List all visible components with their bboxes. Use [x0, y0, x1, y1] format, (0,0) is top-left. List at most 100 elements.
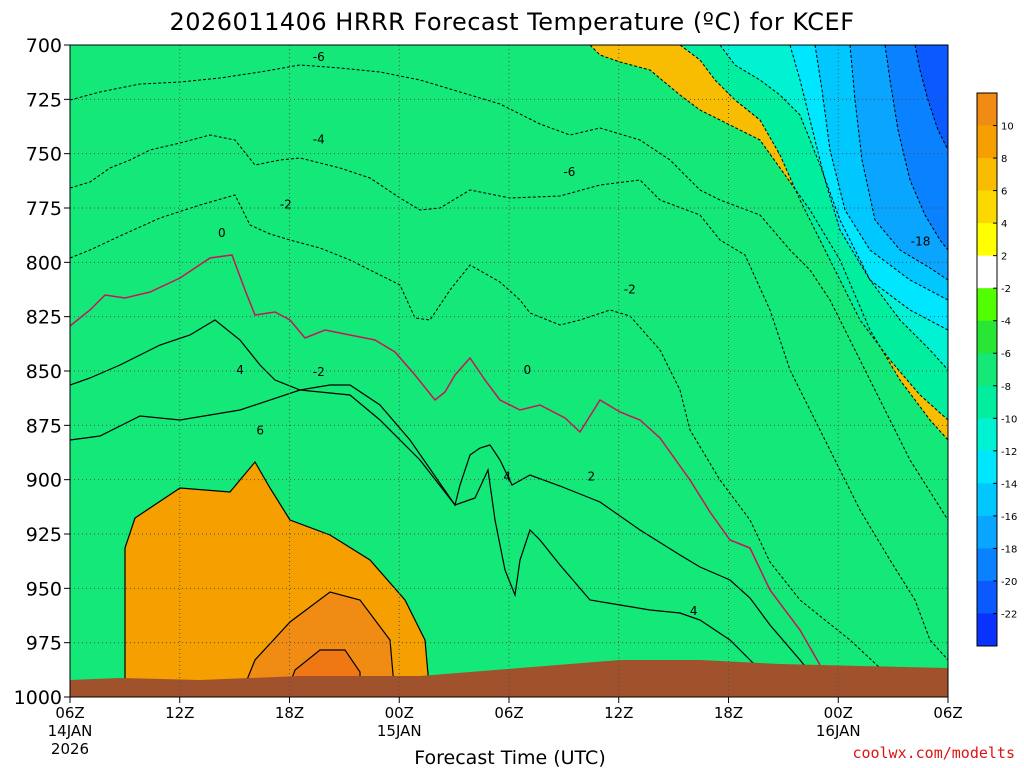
contour-minus22	[914, 45, 948, 151]
colorbar-label: -10	[1001, 414, 1017, 425]
negative-contours	[70, 45, 948, 697]
contour-label: 4	[236, 363, 244, 377]
colorbar-swatch	[977, 320, 997, 354]
contour-minus16	[814, 45, 948, 301]
x-tick-date: 14JAN	[48, 722, 93, 740]
contour-6	[124, 460, 431, 697]
fill-minus20-minus22	[915, 45, 948, 150]
colorbar-label: 6	[1001, 187, 1007, 198]
y-tick-label: 850	[26, 361, 62, 383]
contour-minus12	[719, 45, 948, 371]
plot-area	[70, 45, 948, 697]
y-tick-label: 950	[26, 578, 62, 600]
grid	[70, 45, 948, 697]
contour-label: -6	[313, 50, 325, 64]
colorbar-swatch	[977, 190, 997, 224]
colorbar-swatch	[977, 613, 997, 647]
contour-4	[70, 389, 781, 697]
colorbar-swatch	[977, 353, 997, 387]
colorbar-label: -14	[1001, 479, 1017, 490]
contour-label: -2	[313, 365, 325, 379]
x-tick-label: 18Z	[714, 704, 743, 722]
contour-minus18	[849, 45, 948, 281]
colorbar-frame	[976, 92, 998, 647]
credit-text: coolwx.com/modelts	[852, 744, 1015, 762]
contour-label: 6	[256, 424, 264, 438]
chart-title: 2026011406 HRRR Forecast Temperature (ºC…	[169, 8, 854, 36]
y-tick-label: 725	[26, 89, 62, 111]
y-tick-label: 875	[26, 415, 62, 437]
x-tick-label: 06Z	[55, 704, 84, 722]
contour-label: 0	[218, 226, 226, 240]
colorbar-label: -18	[1001, 544, 1017, 555]
colorbar-swatch	[977, 548, 997, 582]
contour-minus8	[589, 45, 948, 441]
y-tick-label: 825	[26, 307, 62, 329]
y-tick-label: 700	[26, 35, 62, 57]
contour-label: 4	[690, 604, 698, 618]
x-tick-label: 00Z	[385, 704, 414, 722]
colorbar-label: -2	[1001, 284, 1011, 295]
contour-zero	[70, 254, 821, 666]
colorbar-swatch	[977, 515, 997, 549]
y-axis: 700 725 750 775 800 825 850 875 900 925 950 975 1000	[14, 35, 70, 709]
contour-label: 0	[523, 363, 531, 377]
contour-minus6	[70, 64, 948, 521]
colorbar-swatch	[977, 125, 997, 159]
y-tick-label: 975	[26, 633, 62, 655]
colorbar-swatch	[977, 223, 997, 257]
x-tick-label: 06Z	[933, 704, 962, 722]
x-axis-title: Forecast Time (UTC)	[414, 747, 605, 768]
y-tick-label: 775	[26, 198, 62, 220]
contour-label: -4	[313, 132, 325, 146]
colorbar-label: 2	[1001, 252, 1007, 263]
x-tick-label: 06Z	[494, 704, 523, 722]
contour-minus10	[679, 45, 948, 421]
colorbar-label: 10	[1001, 122, 1014, 133]
contour-minus4	[70, 134, 948, 661]
colorbar-swatch	[977, 158, 997, 192]
contour-label: 2	[587, 469, 595, 483]
colorbar-label: -12	[1001, 447, 1017, 458]
colorbar-swatch	[977, 93, 997, 127]
y-tick-label: 900	[26, 470, 62, 492]
colorbar-label: -8	[1001, 382, 1011, 393]
colorbar-label: -6	[1001, 349, 1011, 360]
y-tick-label: 800	[26, 252, 62, 274]
colorbar-label: -4	[1001, 317, 1011, 328]
colorbar-swatch	[977, 483, 997, 517]
x-tick-label: 00Z	[824, 704, 853, 722]
contour-label: -2	[624, 282, 636, 296]
positive-contours	[70, 319, 831, 697]
colorbar-swatch	[977, 385, 997, 419]
colorbar-swatch	[977, 255, 997, 289]
x-tick-date: 16JAN	[816, 722, 861, 740]
colorbar-label: 8	[1001, 154, 1007, 165]
contour-label: -18	[911, 235, 931, 249]
contour-label: -6	[563, 165, 575, 179]
contour-label: 4	[503, 469, 511, 483]
contour-2	[70, 319, 831, 697]
colorbar-swatch	[977, 450, 997, 484]
contour-labels: -6 -4 -6 -2 0 -18 -2 4 -2 0 6 4 2 4	[218, 50, 930, 618]
colorbar: 10 8 6 4 2 -2 -4 -6 -8 -10 -12 -14 -16 -18 -20 -22	[976, 92, 1017, 647]
colorbar-swatch	[977, 418, 997, 452]
colorbar-swatch	[977, 288, 997, 322]
x-tick-label: 18Z	[275, 704, 304, 722]
colorbar-swatch	[977, 580, 997, 614]
colorbar-label: 4	[1001, 219, 1007, 230]
colorbar-label: -20	[1001, 577, 1017, 588]
colorbar-label: -16	[1001, 512, 1017, 523]
x-tick-year: 2026	[51, 740, 89, 758]
x-tick-label: 12Z	[165, 704, 194, 722]
contour-minus14	[789, 45, 948, 331]
contour-minus20	[884, 45, 948, 251]
y-tick-label: 750	[26, 144, 62, 166]
colorbar-label: -22	[1001, 609, 1017, 620]
contour-label: -2	[280, 198, 292, 212]
x-tick-label: 12Z	[604, 704, 633, 722]
x-tick-date: 15JAN	[377, 722, 422, 740]
y-tick-label: 1000	[14, 687, 62, 709]
